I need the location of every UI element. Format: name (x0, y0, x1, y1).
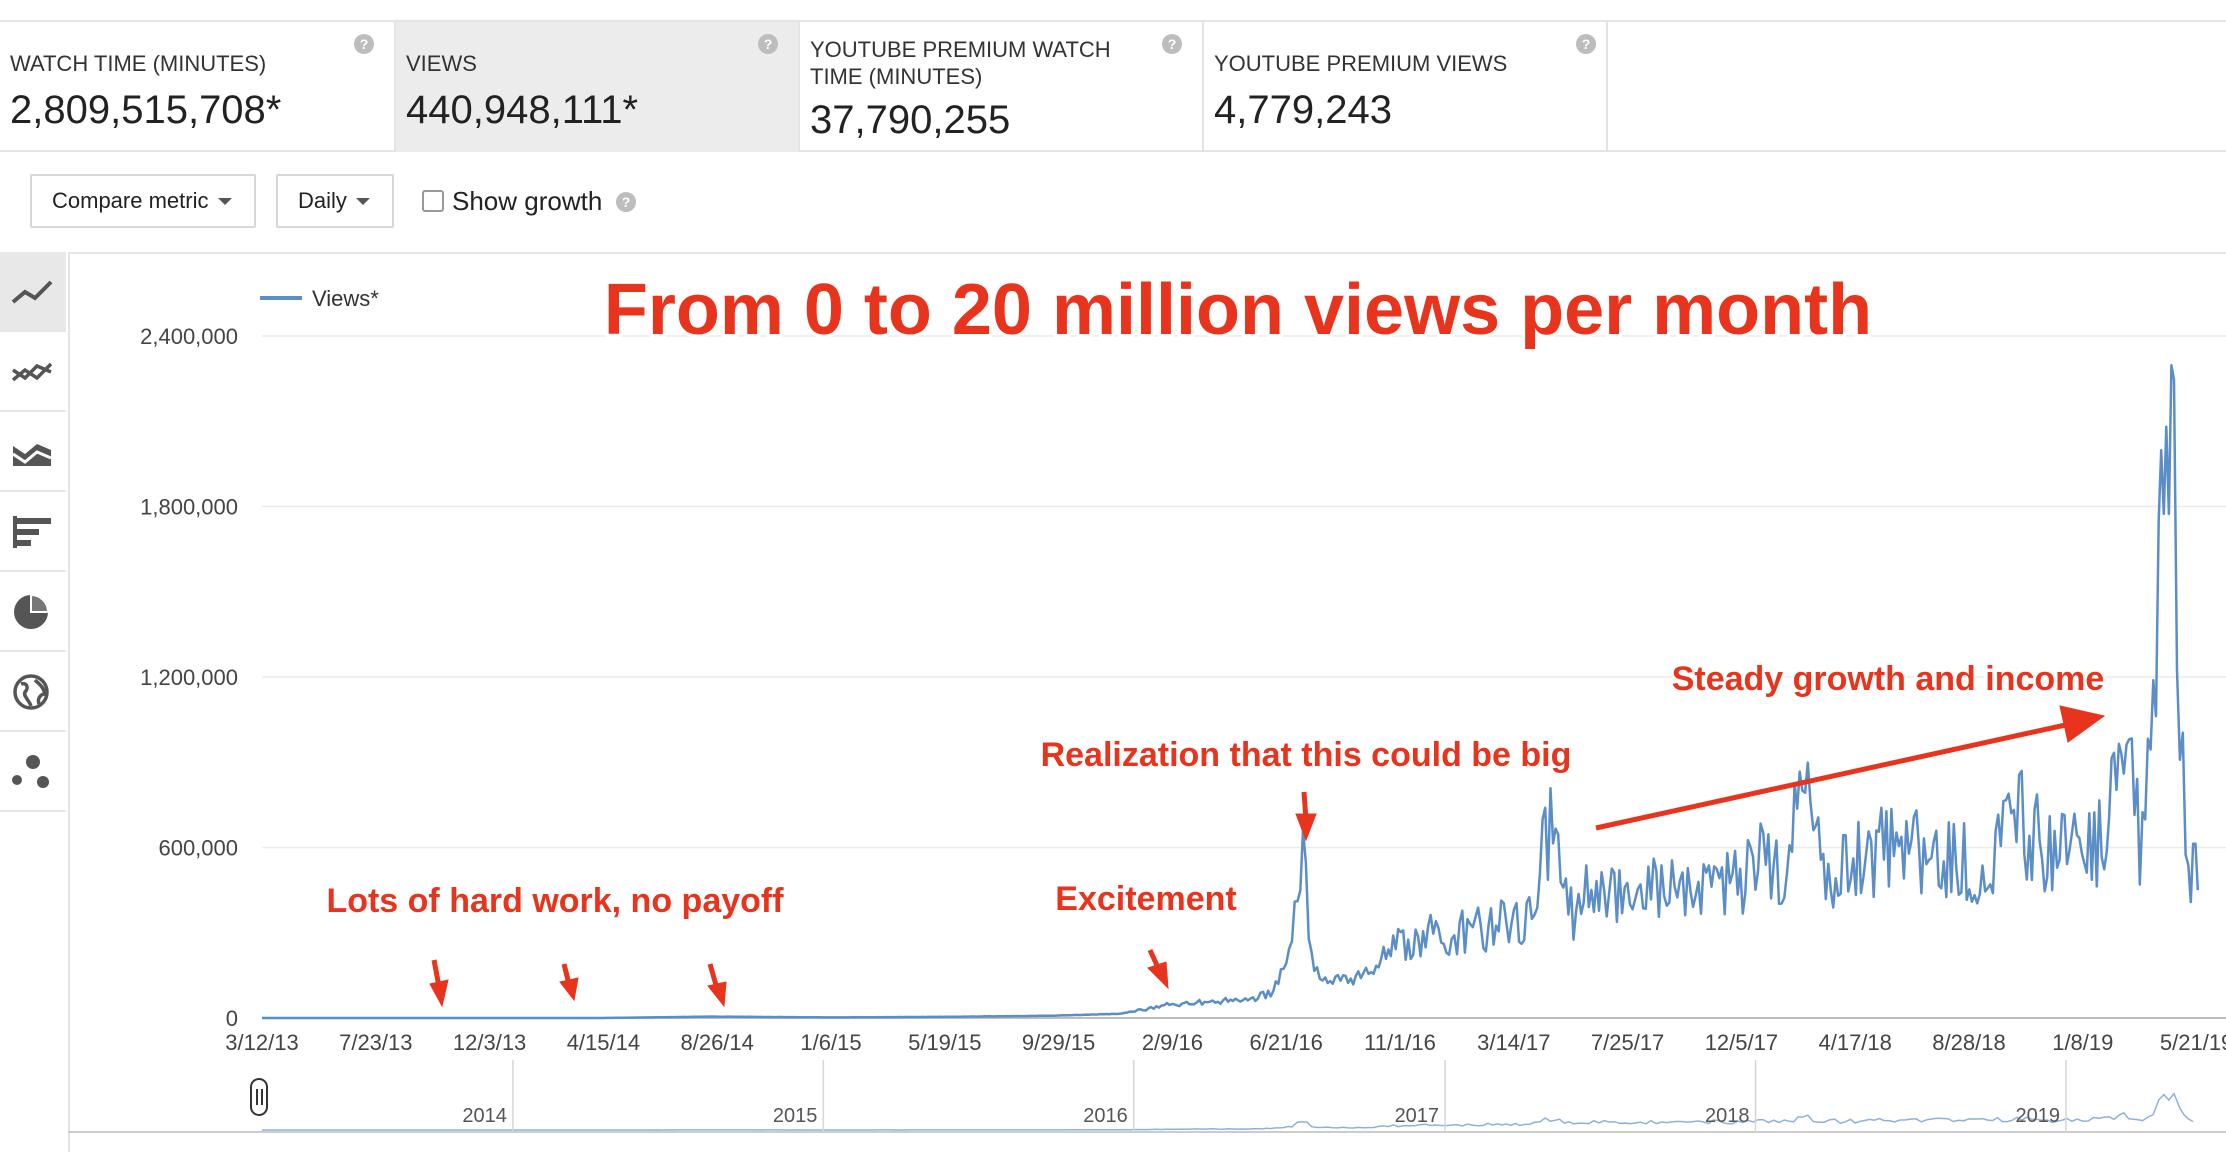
metric-label: VIEWS (406, 51, 477, 76)
annotation-arrows (429, 705, 2106, 1008)
arrow-icon (1147, 948, 1169, 990)
compare-metric-label: Compare metric (52, 188, 209, 213)
x-tick-label: 6/21/16 (1249, 1030, 1322, 1055)
help-icon[interactable]: ? (758, 34, 778, 54)
navigator-series-line (262, 1092, 2194, 1131)
navigator-year-label: 2014 (462, 1105, 507, 1127)
navigator-year-label: 2015 (773, 1105, 818, 1127)
globe-icon (13, 674, 49, 710)
arrow-icon (707, 963, 727, 1008)
x-tick-label: 11/1/16 (1364, 1030, 1436, 1055)
x-tick-label: 5/21/19 (2160, 1030, 2226, 1055)
multi-line-chart-icon (11, 362, 53, 382)
x-tick-label: 1/8/19 (2052, 1030, 2113, 1055)
line-chart-icon (11, 280, 53, 304)
arrow-icon (1295, 791, 1317, 842)
metric-value: 440,948,111* (406, 88, 639, 132)
x-tick-label: 7/23/13 (339, 1030, 412, 1055)
chart-type-bar-button[interactable] (0, 492, 66, 572)
metric-value: 37,790,255 (810, 98, 1011, 142)
compare-metric-dropdown[interactable]: Compare metric (30, 174, 256, 228)
chart-type-line-button[interactable] (0, 252, 66, 332)
metric-value: 2,809,515,708* (10, 88, 282, 132)
y-tick-label: 2,400,000 (140, 324, 238, 349)
y-tick-label: 0 (226, 1006, 238, 1031)
help-icon[interactable]: ? (354, 34, 374, 54)
show-growth-label: Show growth (452, 186, 603, 216)
x-tick-label: 4/17/18 (1818, 1030, 1891, 1055)
interval-dropdown[interactable]: Daily (276, 174, 394, 228)
metric-tab-premium-views[interactable]: YOUTUBE PREMIUM VIEWS 4,779,243 ? (1204, 22, 1608, 152)
area-chart-icon (12, 444, 52, 466)
chart-navigator: 2014 2015 2016 2017 2018 2019 (68, 1060, 2226, 1133)
annotation-realization: Realization that this could be big (1041, 736, 1572, 774)
show-growth-checkbox[interactable] (422, 190, 444, 212)
help-icon[interactable]: ? (616, 192, 636, 212)
y-tick-label: 1,200,000 (140, 665, 238, 690)
caret-down-icon (356, 198, 370, 205)
x-tick-label: 8/26/14 (680, 1030, 753, 1055)
x-tick-label: 2/9/16 (1142, 1030, 1203, 1055)
chart-legend: Views* (260, 286, 379, 311)
annotation-steady-growth: Steady growth and income (1672, 660, 2105, 698)
views-series-line (262, 364, 2200, 1020)
x-tick-label: 3/12/13 (225, 1030, 298, 1055)
annotation-excitement: Excitement (1055, 880, 1236, 918)
legend-label: Views* (312, 286, 379, 311)
pie-chart-icon (14, 593, 50, 629)
bar-chart-icon (13, 516, 51, 548)
navigator-year-label: 2017 (1395, 1105, 1440, 1127)
navigator-year-label: 2016 (1083, 1105, 1128, 1127)
navigator-range-handle[interactable] (250, 1078, 268, 1116)
x-tick-label: 12/5/17 (1705, 1030, 1778, 1055)
navigator-years: 2014 2015 2016 2017 2018 2019 (462, 1060, 2067, 1132)
interval-label: Daily (298, 188, 347, 213)
x-tick-label: 8/28/18 (1932, 1030, 2005, 1055)
x-tick-label: 1/6/15 (800, 1030, 861, 1055)
metric-tab-watch-time[interactable]: WATCH TIME (MINUTES) 2,809,515,708* ? (0, 22, 396, 152)
chart-gridlines (262, 335, 2226, 1019)
help-icon[interactable]: ? (1162, 34, 1182, 54)
bubble-chart-icon (12, 755, 49, 788)
x-tick-label: 4/15/14 (567, 1030, 640, 1055)
metric-tab-premium-watch-time[interactable]: YOUTUBE PREMIUM WATCH TIME (MINUTES) 37,… (800, 22, 1204, 152)
chart-type-bubble-button[interactable] (0, 732, 66, 812)
metric-label: YOUTUBE PREMIUM WATCH TIME (MINUTES) (810, 37, 1111, 89)
x-tick-label: 12/3/13 (453, 1030, 526, 1055)
y-tick-label: 600,000 (158, 836, 238, 861)
chart-type-sidebar (0, 252, 70, 1152)
chart-type-pie-button[interactable] (0, 572, 66, 652)
arrow-icon (429, 959, 449, 1008)
y-tick-label: 1,800,000 (140, 495, 238, 520)
metric-value: 4,779,243 (1214, 88, 1392, 132)
metric-label: WATCH TIME (MINUTES) (10, 51, 267, 76)
annotation-title: From 0 to 20 million views per month (604, 270, 1872, 350)
annotation-hard-work: Lots of hard work, no payoff (326, 882, 784, 920)
x-tick-label: 3/14/17 (1477, 1030, 1550, 1055)
x-tick-label: 7/25/17 (1591, 1030, 1664, 1055)
navigator-year-label: 2019 (2015, 1105, 2060, 1127)
metric-label: YOUTUBE PREMIUM VIEWS (1214, 51, 1508, 76)
help-icon[interactable]: ? (1576, 34, 1596, 54)
navigator-year-label: 2018 (1705, 1105, 1750, 1127)
arrow-icon (559, 963, 579, 1002)
y-axis: 0 600,000 1,200,000 1,800,000 2,400,000 (140, 324, 238, 1031)
x-axis: 3/12/13 7/23/13 12/3/13 4/15/14 8/26/14 1/6/1… (225, 1030, 2226, 1055)
metric-tabs: WATCH TIME (MINUTES) 2,809,515,708* ? VI… (0, 20, 2226, 152)
caret-down-icon (218, 198, 232, 205)
chart-controls: Compare metric Daily (0, 152, 2226, 254)
chart-type-area-button[interactable] (0, 412, 66, 492)
arrow-icon (1595, 705, 2106, 831)
x-tick-label: 9/29/15 (1022, 1030, 1095, 1055)
metric-tab-views[interactable]: VIEWS 440,948,111* ? (396, 22, 800, 152)
chart-type-map-button[interactable] (0, 652, 66, 732)
x-tick-label: 5/19/15 (908, 1030, 981, 1055)
chart-type-multiline-button[interactable] (0, 332, 66, 412)
